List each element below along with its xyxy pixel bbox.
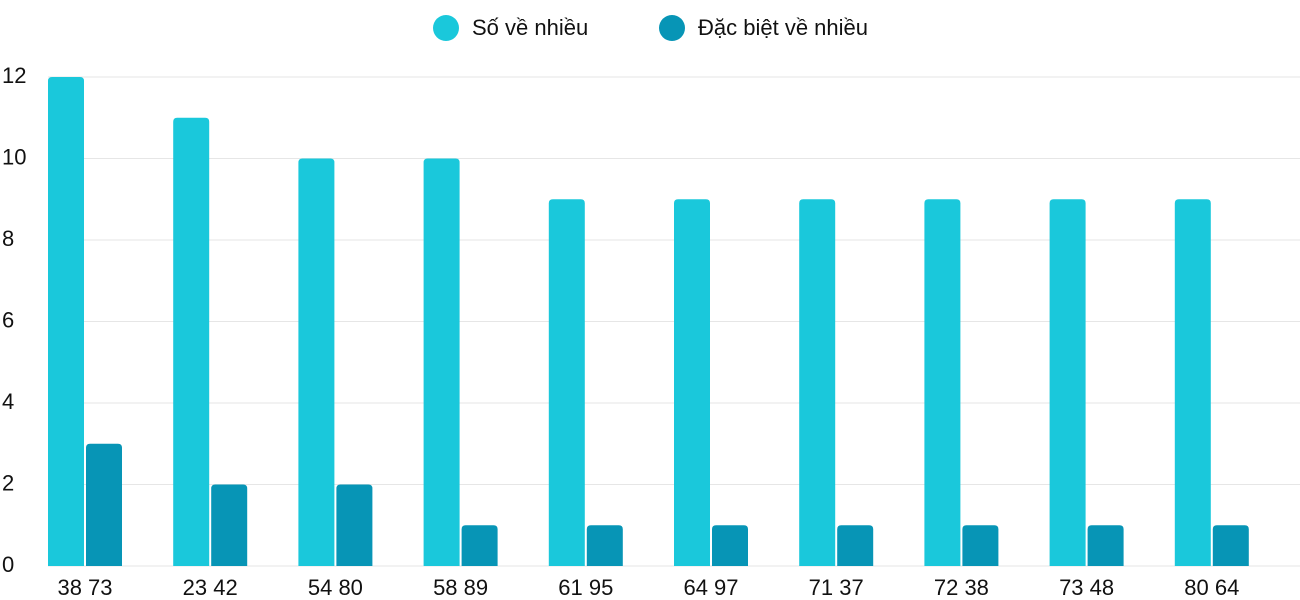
x-tick-label: 23 42 bbox=[183, 575, 238, 600]
bar bbox=[336, 484, 373, 566]
y-tick-label: 4 bbox=[2, 389, 14, 414]
bar bbox=[586, 525, 623, 566]
bar bbox=[1087, 525, 1124, 566]
x-tick-label: 72 38 bbox=[934, 575, 989, 600]
y-tick-label: 6 bbox=[2, 307, 14, 332]
x-tick-label: 64 97 bbox=[683, 575, 738, 600]
bar bbox=[211, 484, 248, 566]
bar bbox=[548, 199, 585, 566]
bar bbox=[1212, 525, 1249, 566]
x-tick-label: 58 89 bbox=[433, 575, 488, 600]
x-tick-label: 80 64 bbox=[1184, 575, 1239, 600]
x-tick-label: 38 73 bbox=[57, 575, 112, 600]
y-tick-label: 10 bbox=[2, 144, 26, 169]
bar bbox=[86, 443, 122, 566]
x-tick-label: 73 48 bbox=[1059, 575, 1114, 600]
legend-marker bbox=[433, 15, 459, 41]
bar bbox=[962, 525, 999, 566]
bar bbox=[1049, 199, 1086, 566]
bar bbox=[799, 199, 836, 566]
legend-label: Đặc biệt về nhiều bbox=[698, 15, 868, 40]
x-tick-label: 54 80 bbox=[308, 575, 363, 600]
bar bbox=[298, 158, 335, 566]
legend-label: Số về nhiều bbox=[472, 15, 588, 40]
bar bbox=[461, 525, 498, 566]
legend-marker bbox=[659, 15, 685, 41]
x-tick-label: 71 37 bbox=[809, 575, 864, 600]
bar bbox=[712, 525, 748, 566]
bar bbox=[837, 525, 874, 566]
bar bbox=[1174, 199, 1211, 566]
bar bbox=[48, 77, 84, 566]
bar bbox=[423, 158, 460, 566]
y-tick-label: 2 bbox=[2, 470, 14, 495]
y-tick-label: 8 bbox=[2, 226, 14, 251]
y-tick-label: 0 bbox=[2, 552, 14, 577]
y-tick-label: 12 bbox=[2, 63, 26, 88]
x-tick-label: 61 95 bbox=[558, 575, 613, 600]
bar bbox=[173, 117, 210, 566]
bar bbox=[924, 199, 961, 566]
bar bbox=[674, 199, 710, 566]
